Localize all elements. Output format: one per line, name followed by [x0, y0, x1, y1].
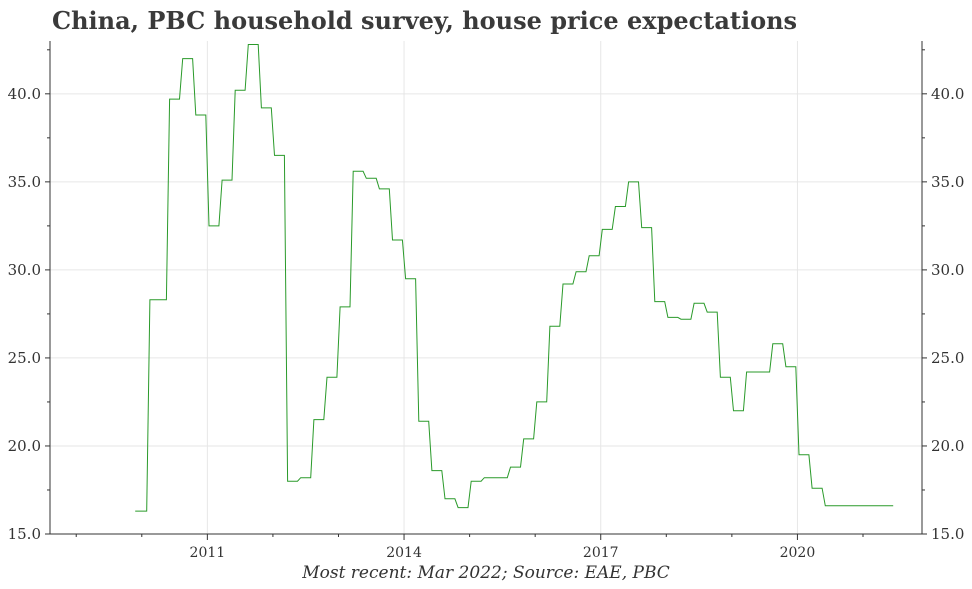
y-tick-label-left: 20.0 — [8, 437, 41, 455]
x-tick-label: 2020 — [780, 545, 816, 560]
y-tick-label-left: 40.0 — [8, 85, 41, 103]
series-line — [135, 44, 894, 512]
y-tick-label-left: 25.0 — [8, 349, 41, 367]
y-tick-label-right: 25.0 — [931, 349, 964, 367]
y-tick-label-right: 35.0 — [931, 173, 964, 191]
x-tick-label: 2017 — [583, 545, 619, 560]
y-tick-label-right: 30.0 — [931, 261, 964, 279]
y-tick-label-right: 20.0 — [931, 437, 964, 455]
y-tick-label-left: 30.0 — [8, 261, 41, 279]
left-y-axis: 15.0 20.0 25.0 30.0 35.0 40.0 — [8, 49, 50, 543]
chart-title: China, PBC household survey, house price… — [52, 6, 798, 35]
x-tick-label: 2011 — [190, 545, 226, 560]
x-tick-label: 2014 — [386, 545, 422, 560]
axes — [49, 41, 923, 535]
source-caption: Most recent: Mar 2022; Source: EAE, PBC — [302, 563, 670, 583]
y-tick-label-left: 15.0 — [8, 525, 41, 543]
line-chart: 15.0 20.0 25.0 30.0 35.0 40.0 15.0 20.0 25.0 30.… — [8, 41, 964, 560]
x-axis: 2011 2014 2017 2020 — [75, 534, 864, 560]
gridlines — [50, 41, 922, 535]
right-y-axis: 15.0 20.0 25.0 30.0 35.0 40.0 — [922, 49, 964, 543]
y-tick-label-right: 15.0 — [931, 525, 964, 543]
y-tick-label-left: 35.0 — [8, 173, 41, 191]
y-tick-label-right: 40.0 — [931, 85, 964, 103]
series-group — [135, 44, 894, 512]
